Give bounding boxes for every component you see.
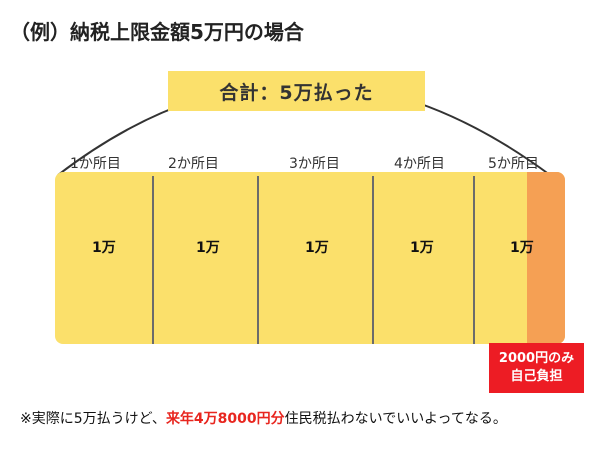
self-payment-badge: 2000円のみ 自己負担	[489, 343, 584, 393]
footnote: ※実際に5万払うけど、来年4万8000円分住民税払わないでいいよってなる。	[20, 408, 507, 428]
segment-label-1: 1か所目	[70, 156, 121, 172]
segment-value-4: 1万	[410, 240, 434, 256]
segment-value-3: 1万	[305, 240, 329, 256]
segment-divider	[257, 176, 259, 344]
self-payment-portion	[527, 172, 565, 344]
self-payment-line2: 自己負担	[510, 369, 563, 384]
total-label: 合計：5万払った	[219, 81, 374, 104]
segment-divider	[372, 176, 374, 344]
segment-label-4: 4か所目	[394, 156, 445, 172]
footnote-highlight: 来年4万8000円分	[165, 411, 285, 427]
segment-label-2: 2か所目	[168, 156, 219, 172]
footnote-suffix: 住民税払わないでいいよってなる。	[284, 411, 507, 427]
self-payment-line1: 2000円のみ	[498, 351, 575, 367]
page-title: （例）納税上限金額5万円の場合	[10, 20, 304, 44]
segment-label-3: 3か所目	[289, 156, 340, 172]
segment-divider	[473, 176, 475, 344]
total-label-box: 合計：5万払った	[168, 71, 425, 111]
footnote-prefix: ※実際に5万払うけど、	[20, 411, 166, 427]
segment-divider	[152, 176, 154, 344]
segment-value-5: 1万	[510, 240, 534, 256]
segment-label-5: 5か所目	[488, 156, 539, 172]
payment-bar	[55, 172, 565, 344]
segment-value-2: 1万	[196, 240, 220, 256]
segment-value-1: 1万	[92, 240, 116, 256]
